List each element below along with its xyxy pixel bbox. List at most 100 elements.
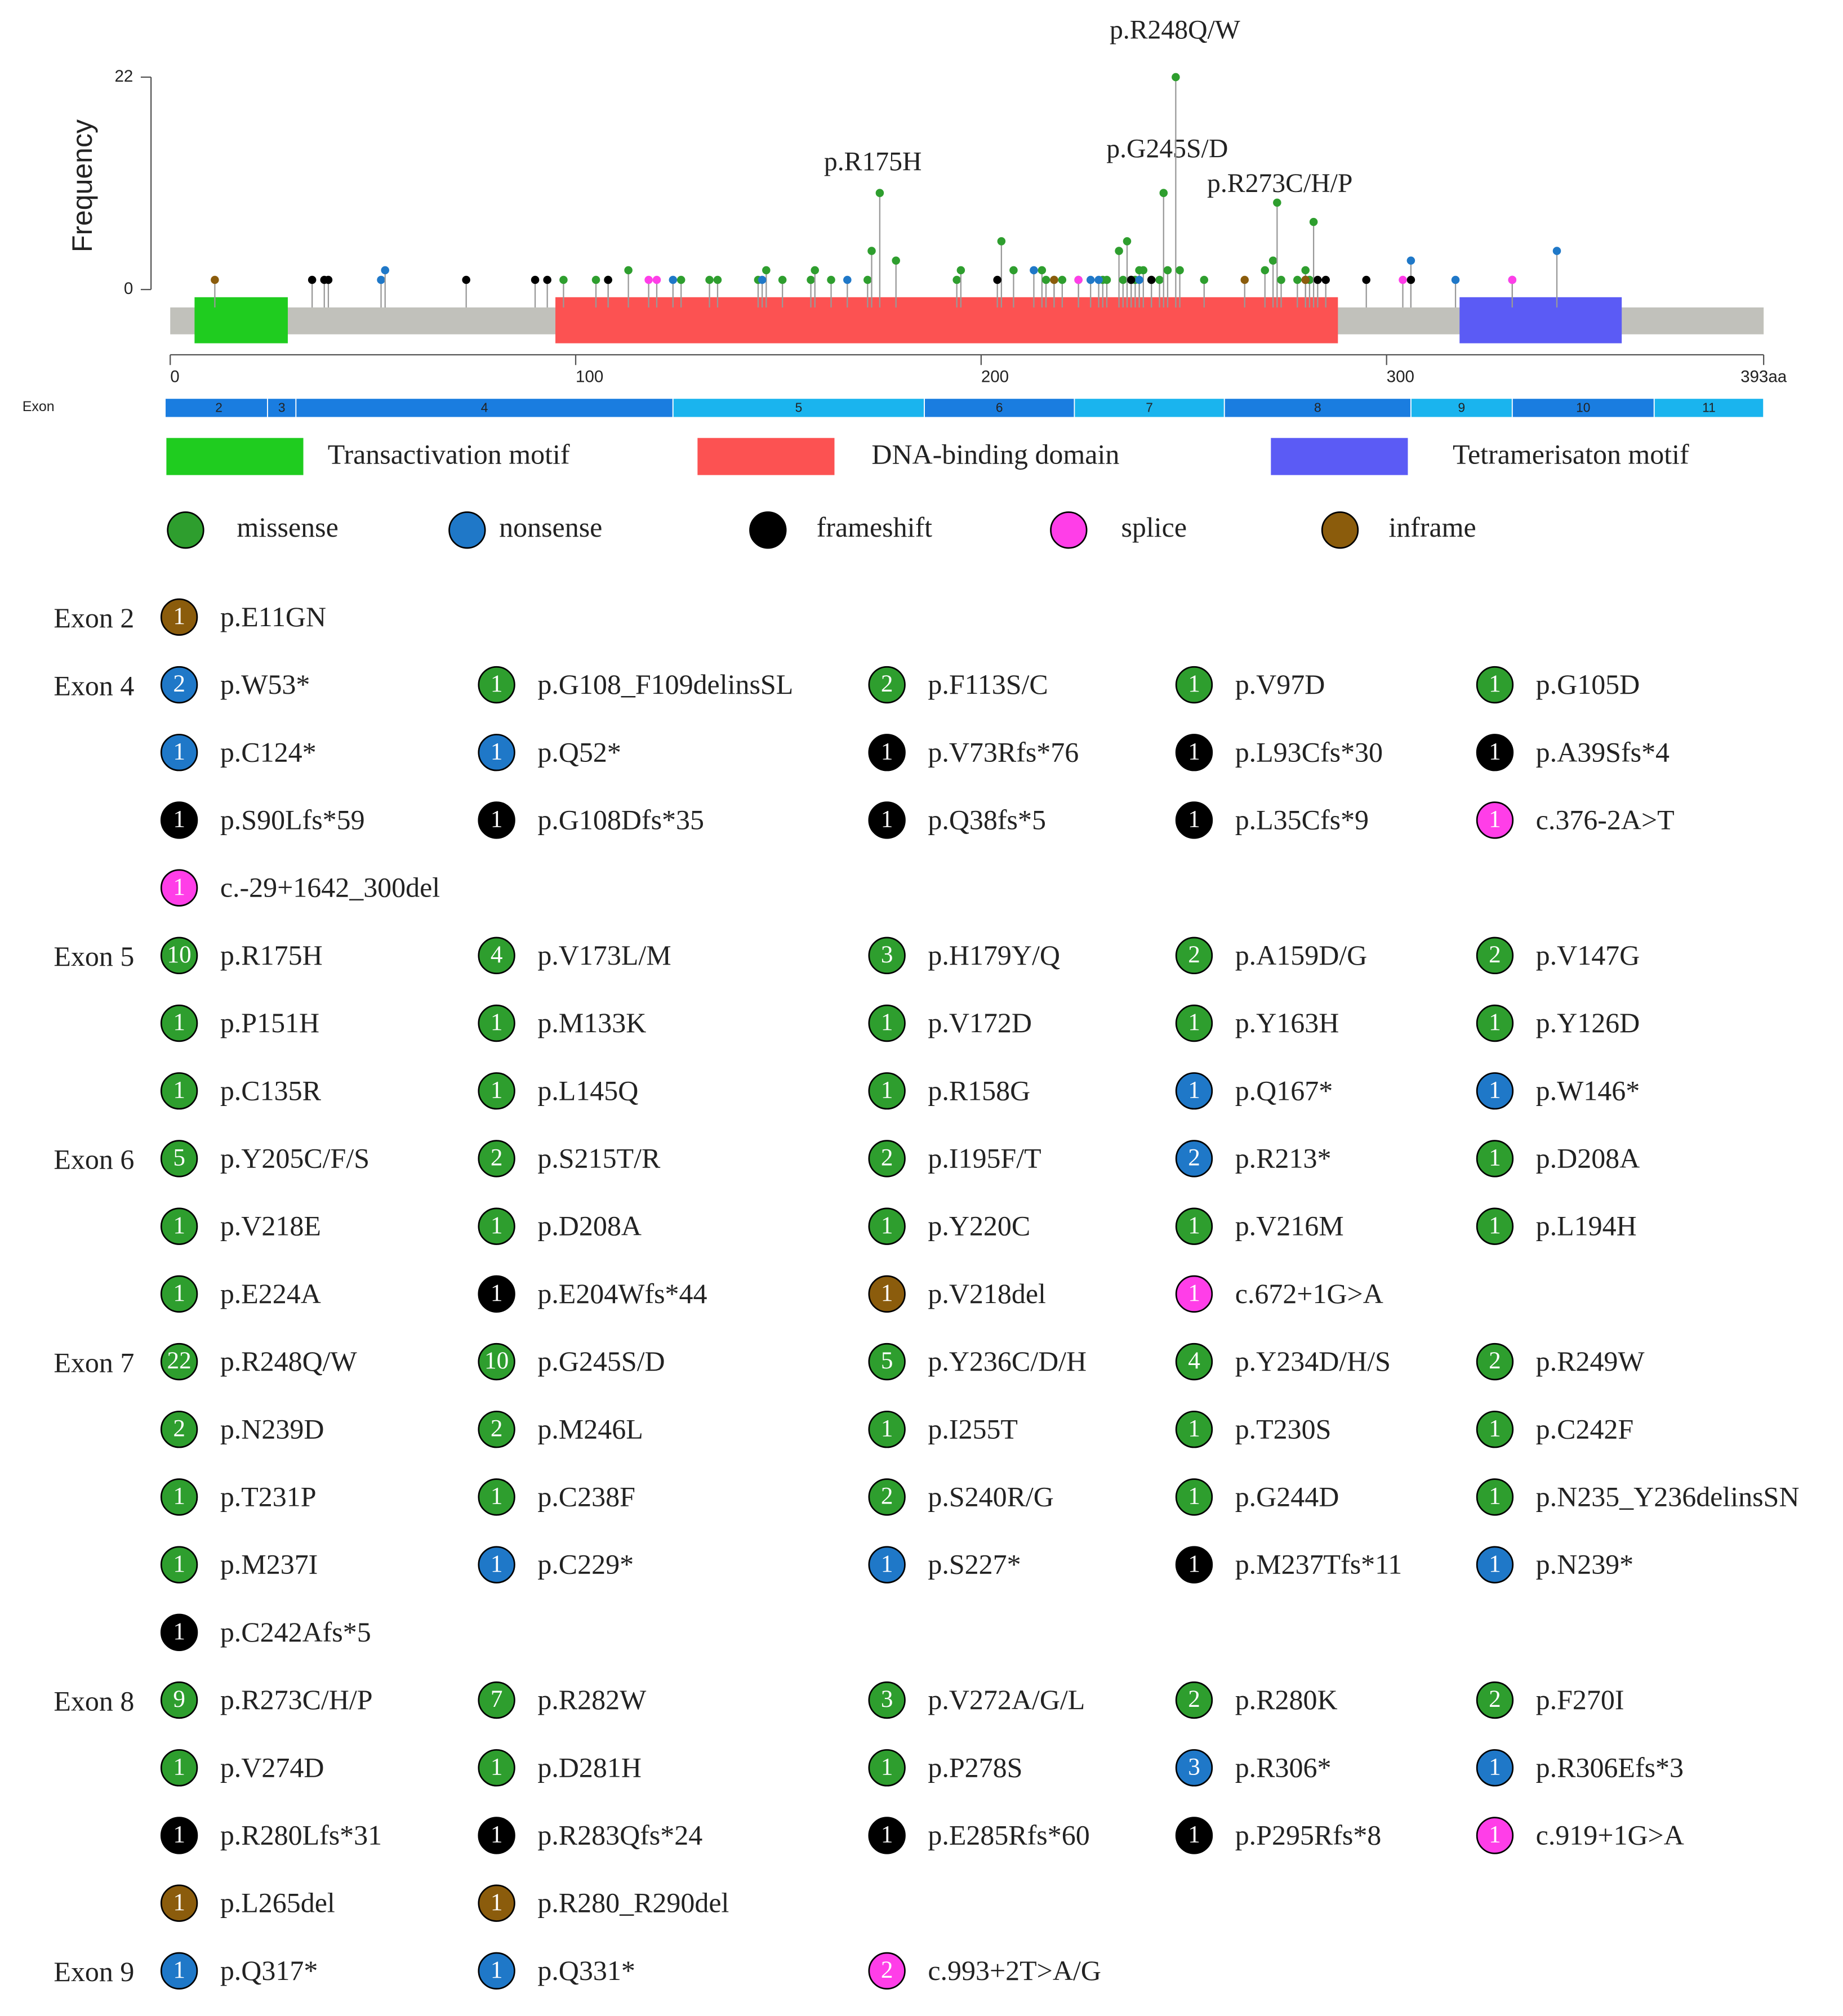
count-text: 2 bbox=[491, 1415, 503, 1442]
lollipop-head bbox=[1147, 275, 1156, 284]
count-badge bbox=[478, 1072, 515, 1110]
count-text: 1 bbox=[1489, 671, 1501, 697]
exon bbox=[1074, 398, 1225, 418]
mutation-label: p.C238F bbox=[537, 1480, 635, 1512]
exon-group-label: Exon 9 bbox=[54, 1956, 134, 1987]
exon bbox=[672, 398, 925, 418]
lollipop-head bbox=[1406, 275, 1415, 284]
count-text: 1 bbox=[491, 1280, 503, 1306]
legend-label: Tetramerisaton motif bbox=[1453, 438, 1689, 470]
lollipop-head bbox=[381, 266, 389, 275]
annotation: p.R273C/H/P bbox=[1207, 168, 1352, 198]
mutation-label: p.V218E bbox=[220, 1210, 321, 1242]
mutation-label: p.Y220C bbox=[928, 1210, 1030, 1242]
lollipop-head bbox=[531, 275, 540, 284]
lollipop-head bbox=[1041, 275, 1050, 284]
exon bbox=[1511, 398, 1655, 418]
mutation-label: p.R213* bbox=[1235, 1142, 1332, 1174]
mutation-label: c.-29+1642_300del bbox=[220, 872, 440, 903]
count-text: 2 bbox=[491, 1145, 503, 1171]
mutation-label: p.V172D bbox=[928, 1007, 1032, 1038]
legend-marker bbox=[1321, 511, 1359, 549]
lollipop-head bbox=[705, 275, 714, 284]
count-badge bbox=[160, 936, 198, 975]
mutation-label: p.T231P bbox=[220, 1480, 317, 1512]
count-badge bbox=[1476, 1411, 1514, 1448]
count-text: 1 bbox=[173, 1754, 185, 1780]
mutation-label: p.I255T bbox=[928, 1413, 1018, 1444]
lollipop-head bbox=[811, 266, 820, 275]
lollipop-head bbox=[624, 266, 633, 275]
count-text: 10 bbox=[167, 942, 192, 968]
exon-label: 9 bbox=[1458, 400, 1466, 414]
mutation-label: p.V274D bbox=[220, 1751, 324, 1783]
mutation-label: p.H179Y/Q bbox=[928, 939, 1060, 971]
count-text: 2 bbox=[1188, 1686, 1200, 1712]
mutation-label: p.D208A bbox=[537, 1210, 642, 1242]
count-badge bbox=[478, 1411, 515, 1448]
legend-label: inframe bbox=[1388, 511, 1476, 543]
count-badge bbox=[868, 1140, 906, 1178]
mutation-label: p.E224A bbox=[220, 1278, 321, 1309]
count-badge bbox=[1476, 1546, 1514, 1584]
count-text: 1 bbox=[1489, 1145, 1501, 1171]
domain bbox=[555, 297, 1338, 344]
x-tick-label: 200 bbox=[981, 368, 1009, 386]
count-badge bbox=[868, 1004, 906, 1042]
count-text: 1 bbox=[1188, 1009, 1200, 1036]
lollipop-head bbox=[1135, 275, 1143, 284]
count-badge bbox=[1175, 936, 1213, 975]
count-badge bbox=[868, 1952, 906, 1990]
mutation-label: p.R306* bbox=[1235, 1751, 1332, 1783]
count-text: 1 bbox=[1188, 1280, 1200, 1306]
count-text: 1 bbox=[491, 1822, 503, 1848]
lollipop-head bbox=[762, 266, 771, 275]
lollipop-head bbox=[1102, 275, 1111, 284]
count-badge bbox=[868, 801, 906, 839]
count-badge bbox=[478, 1952, 515, 1990]
count-text: 1 bbox=[881, 738, 893, 765]
lollipop-head bbox=[1123, 237, 1132, 246]
legend-label: splice bbox=[1121, 511, 1187, 543]
count-badge bbox=[478, 1681, 515, 1719]
exon-group-label: Exon 2 bbox=[54, 602, 134, 634]
lollipop-head bbox=[1399, 275, 1407, 284]
count-text: 1 bbox=[173, 806, 185, 833]
legend-marker bbox=[167, 511, 204, 549]
count-badge bbox=[868, 1207, 906, 1245]
count-badge bbox=[868, 1817, 906, 1854]
mutation-label: p.Y163H bbox=[1235, 1007, 1339, 1038]
lollipop-head bbox=[1139, 266, 1148, 275]
count-badge bbox=[160, 734, 198, 771]
mutation-label: p.N235_Y236delinsSN bbox=[1536, 1480, 1800, 1512]
lollipop-head bbox=[758, 275, 767, 284]
lollipop-head bbox=[1163, 266, 1172, 275]
count-text: 1 bbox=[1188, 738, 1200, 765]
count-text: 2 bbox=[881, 671, 893, 697]
mutation-label: p.R248Q/W bbox=[220, 1345, 358, 1377]
lollipop-head bbox=[1074, 275, 1083, 284]
count-text: 1 bbox=[491, 1957, 503, 1983]
mutation-label: p.P278S bbox=[928, 1751, 1022, 1783]
annotation: p.G245S/D bbox=[1106, 134, 1228, 164]
exon-label: 5 bbox=[795, 400, 803, 414]
count-text: 7 bbox=[491, 1686, 503, 1712]
count-text: 1 bbox=[173, 1483, 185, 1510]
count-badge bbox=[160, 1004, 198, 1042]
mutation-label: p.A39Sfs*4 bbox=[1536, 736, 1670, 768]
exon-label: 7 bbox=[1146, 400, 1153, 414]
mutation-label: p.S215T/R bbox=[537, 1142, 661, 1174]
lollipop-head bbox=[211, 275, 219, 284]
lollipop-head bbox=[1176, 266, 1184, 275]
exon-group-label: Exon 5 bbox=[54, 940, 134, 972]
count-badge bbox=[160, 1140, 198, 1178]
lollipop-head bbox=[1273, 198, 1281, 207]
legend-swatch bbox=[1271, 438, 1408, 475]
count-text: 1 bbox=[881, 1212, 893, 1239]
domain bbox=[1459, 297, 1622, 344]
mutation-label: p.M237Tfs*11 bbox=[1235, 1549, 1403, 1580]
count-badge bbox=[160, 1411, 198, 1448]
count-badge bbox=[1175, 1275, 1213, 1313]
lollipop-head bbox=[1127, 275, 1136, 284]
mutation-label: p.G244D bbox=[1235, 1480, 1339, 1512]
